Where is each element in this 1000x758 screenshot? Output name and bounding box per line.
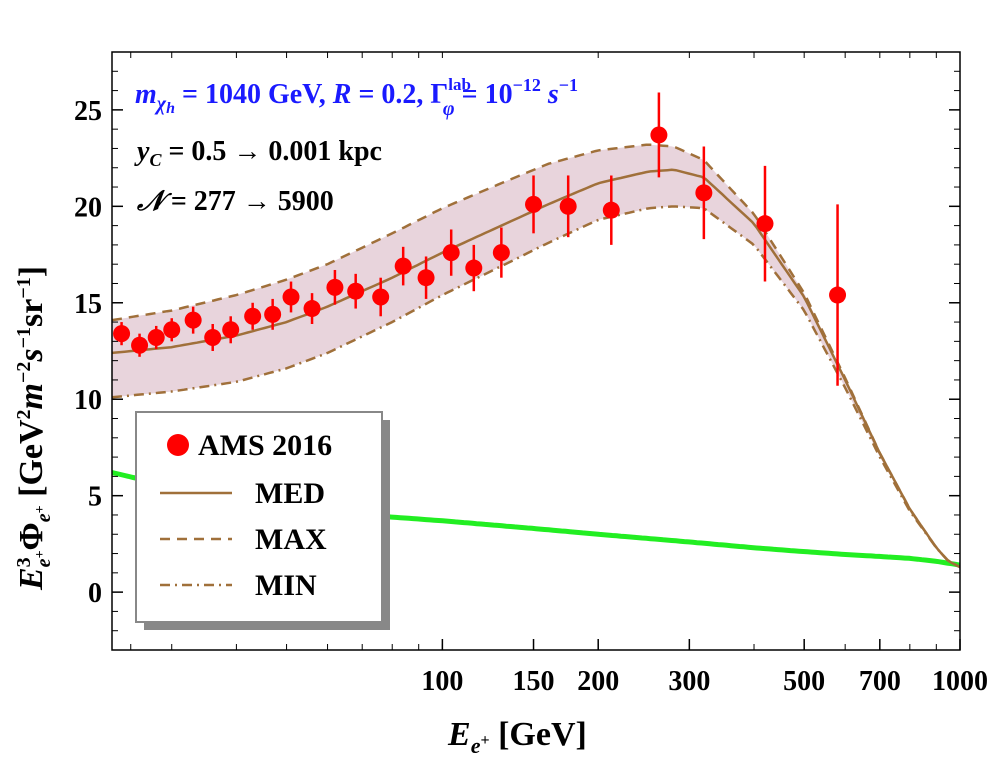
ams-point	[465, 259, 483, 277]
y-tick-label: 20	[74, 192, 102, 223]
x-tick-label: 700	[859, 666, 901, 697]
ams-point	[559, 197, 577, 215]
y-tick-label: 0	[88, 578, 102, 609]
ams-point	[282, 288, 300, 306]
ams-point	[347, 282, 365, 300]
ams-point	[394, 257, 412, 275]
ams-point	[756, 215, 774, 233]
ams-point	[442, 244, 460, 262]
y-tick-label: 25	[74, 96, 102, 127]
x-tick-label: 200	[577, 666, 619, 697]
ams-point	[602, 201, 620, 219]
x-axis-title: Ee+ [GeV]	[447, 716, 587, 758]
y-tick-label: 5	[88, 482, 102, 513]
series-line-max	[112, 143, 960, 569]
y-axis-title: E3e+Φe+ [GeV2m−2s−1sr−1]	[13, 266, 55, 591]
ams-point	[417, 269, 435, 287]
plot-frame	[111, 51, 961, 651]
legend: AMS 2016 MED MAX MIN	[135, 411, 390, 630]
ams-point	[163, 321, 181, 339]
annotation-mass: mχh = 1040 GeV, R = 0.2, Γlab φ = 10−12 s…	[135, 75, 578, 120]
y-tick-label: 15	[74, 289, 102, 320]
ams-point	[222, 321, 240, 339]
annotation-yc: yC = 0.5 → 0.001 kpc	[134, 136, 382, 170]
ams-point	[264, 305, 282, 323]
x-tick-label: 100	[421, 666, 463, 697]
ams-point	[303, 300, 321, 318]
ams-point	[372, 288, 390, 306]
x-tick-label: 150	[513, 666, 555, 697]
ams-point	[244, 307, 262, 325]
ams-point	[204, 328, 222, 346]
ams-point	[147, 328, 165, 346]
ams-point	[525, 195, 543, 213]
legend-marker-ams	[167, 434, 189, 456]
x-tick-label: 500	[783, 666, 825, 697]
legend-label-med: MED	[255, 477, 325, 510]
legend-label-ams: AMS 2016	[198, 429, 332, 462]
ams-point	[492, 244, 510, 262]
ams-point	[650, 126, 668, 144]
annotation-n: 𝒩 = 277 → 5900	[136, 184, 334, 217]
legend-label-max: MAX	[255, 523, 327, 556]
ams-point	[131, 336, 149, 354]
ams-point	[113, 325, 131, 343]
x-tick-label: 300	[668, 666, 710, 697]
legend-label-min: MIN	[255, 569, 317, 602]
y-tick-label: 10	[74, 385, 102, 416]
ams-point	[184, 311, 202, 329]
ams-point	[695, 184, 713, 202]
x-tick-label: 1000	[932, 666, 988, 697]
ams-point	[829, 286, 847, 304]
ams-point	[326, 278, 344, 296]
uncertainty-band	[112, 144, 960, 568]
